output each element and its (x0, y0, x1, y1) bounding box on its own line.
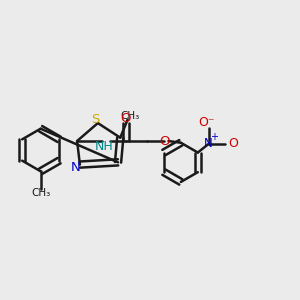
Text: O: O (121, 112, 131, 125)
Text: CH₃: CH₃ (121, 111, 140, 122)
Text: O: O (159, 134, 169, 148)
Text: N: N (204, 137, 213, 150)
Text: NH: NH (94, 140, 113, 153)
Text: S: S (92, 113, 100, 126)
Text: +: + (210, 132, 218, 142)
Text: N: N (70, 161, 80, 174)
Text: CH₃: CH₃ (31, 188, 50, 197)
Text: O⁻: O⁻ (198, 116, 214, 129)
Text: O: O (228, 137, 238, 150)
